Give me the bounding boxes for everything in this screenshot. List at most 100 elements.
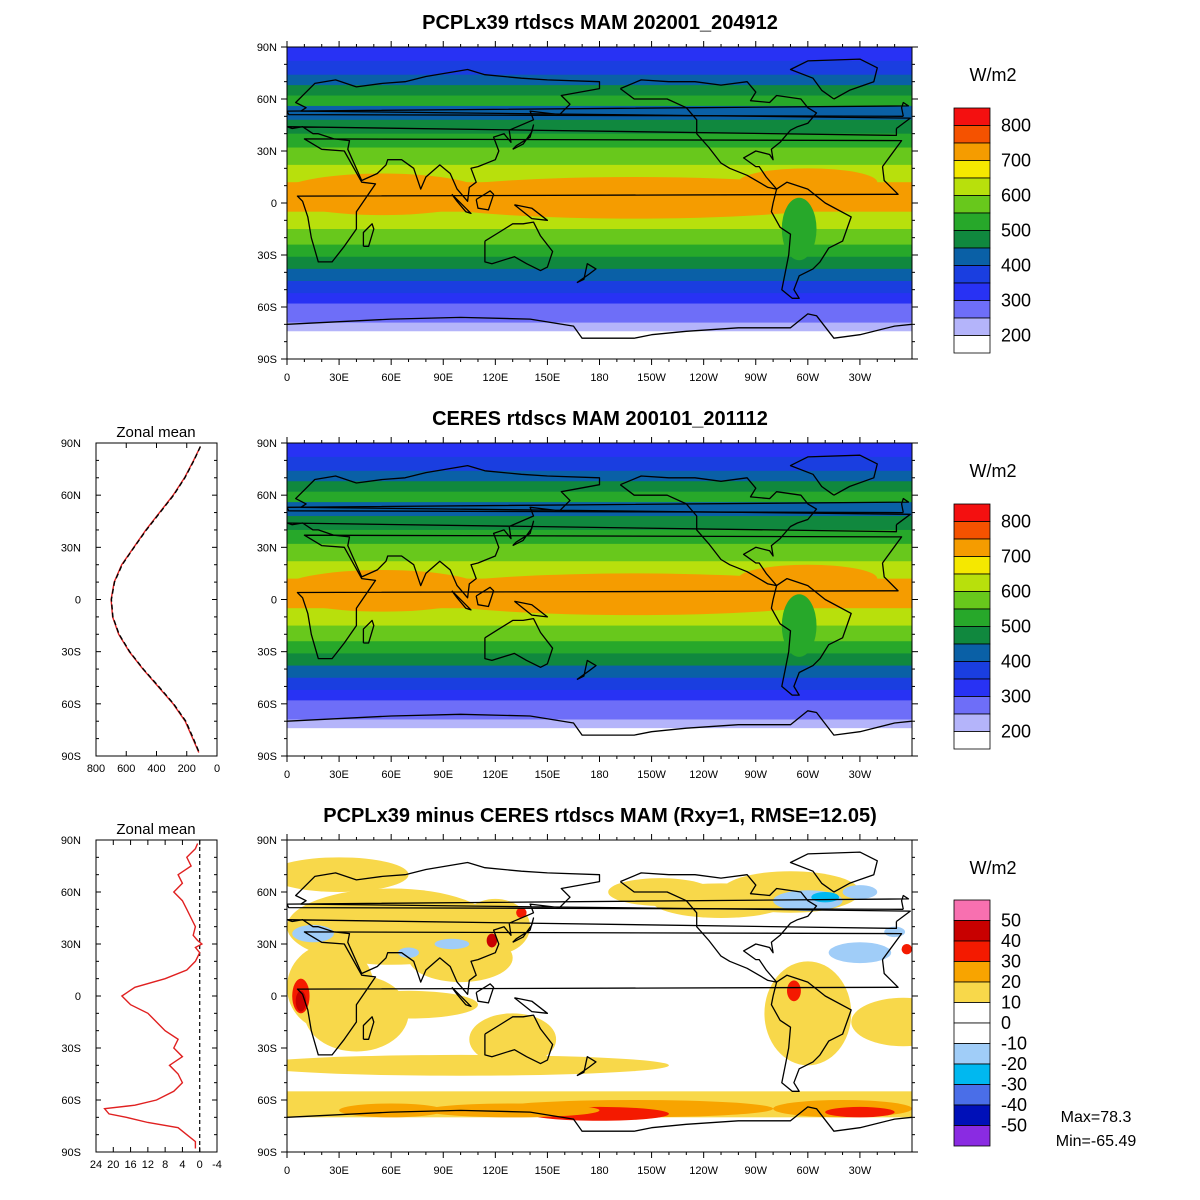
contour-band (287, 516, 912, 531)
diff-patch (339, 1103, 444, 1118)
x-tick-label: 120E (482, 372, 508, 384)
colorbar-label: -10 (1001, 1034, 1027, 1054)
coastline-namerica (619, 475, 818, 587)
x-tick-label: 60W (797, 372, 820, 384)
colorbar-label: 0 (1001, 1013, 1011, 1033)
diff-patch (425, 1103, 600, 1118)
zonal1-title: Zonal mean (116, 424, 195, 441)
colorbar-swatch (953, 195, 991, 214)
coastline-sumatra (451, 193, 472, 215)
x-tick-label: 60E (381, 372, 401, 384)
colorbar-swatch (953, 1043, 991, 1065)
colorbar-label: 800 (1001, 116, 1031, 136)
y-tick-label: 90S (257, 751, 277, 763)
coastline-antarctica (287, 1106, 912, 1132)
x-tick-label: 200 (178, 763, 196, 775)
contour-band (287, 47, 912, 62)
contour-band (287, 625, 912, 642)
x-tick-label: 150W (637, 1165, 666, 1177)
x-tick-label: 150E (535, 1165, 561, 1177)
y-tick-label: 0 (271, 198, 277, 210)
colorbar-swatch (953, 107, 991, 126)
x-tick-label: 90E (433, 1165, 453, 1177)
x-tick-label: 600 (117, 763, 135, 775)
y-tick-label: 60S (61, 1095, 81, 1107)
y-tick-label: 90S (257, 1147, 277, 1159)
contour-band (287, 689, 912, 701)
colorbar-label: 700 (1001, 547, 1031, 567)
x-tick-label: 120E (482, 1165, 508, 1177)
x-tick-label: 400 (147, 763, 165, 775)
x-tick-label: 150E (535, 372, 561, 384)
y-tick-label: 60N (61, 887, 81, 899)
x-tick-label: 12 (142, 1159, 154, 1171)
colorbar-label: -50 (1001, 1116, 1027, 1136)
colorbar-swatch (953, 247, 991, 266)
y-tick-label: 60S (257, 699, 277, 711)
colorbar-swatch (953, 713, 991, 732)
colorbar-swatch (953, 317, 991, 336)
contour-band (287, 85, 912, 97)
coastline-japan (512, 520, 535, 547)
colorbar-swatch (953, 661, 991, 680)
colorbar-label: 200 (1001, 722, 1031, 742)
contour-band (287, 331, 912, 359)
y-tick-label: 60N (61, 490, 81, 502)
x-tick-label: 0 (284, 1165, 290, 1177)
contour-band (287, 147, 912, 166)
x-tick-label: 30E (329, 769, 349, 781)
contour-band (287, 133, 912, 149)
colorbar-swatch (953, 125, 991, 144)
diff-patch (287, 1054, 669, 1076)
y-tick-label: 30N (61, 939, 81, 951)
x-tick-label: 30W (849, 769, 872, 781)
colorbar-swatch (953, 335, 991, 354)
x-tick-label: 60W (797, 769, 820, 781)
x-tick-label: 120W (689, 1165, 718, 1177)
colorbar-swatch (953, 521, 991, 540)
zonal-panel-abs: 90N 60N 30N 0 30S 60S 90S 800 600 400 200 0 (61, 438, 220, 775)
coastline-antarctica (287, 710, 912, 736)
coastline-australia (484, 221, 554, 272)
coastline-madagascar (362, 619, 375, 644)
x-tick-label: 0 (284, 372, 290, 384)
colorbar-obs: W/m2 800 700 600 500 400 300 200 (953, 461, 1031, 750)
contour-band (287, 719, 912, 729)
contour-band (287, 491, 912, 503)
colorbar-label: 300 (1001, 291, 1031, 311)
coastline-sumatra (451, 590, 472, 611)
colorbar-swatch (953, 981, 991, 1003)
x-tick-label: 60E (381, 769, 401, 781)
map-panel-obs: 0 30E 60E 90E 120E 150E 180 150W 120W 90W 60W 30W 90… (257, 437, 918, 781)
coastline-greenland (789, 454, 878, 496)
colorbar-swatch (953, 503, 991, 522)
colorbar-label: 600 (1001, 186, 1031, 206)
x-tick-label: 0 (284, 769, 290, 781)
colorbar-label: 300 (1001, 687, 1031, 707)
colorbar-swatch (953, 282, 991, 301)
y-tick-label: 60N (257, 887, 277, 899)
colorbar-swatch (953, 177, 991, 196)
x-tick-label: 60E (381, 1165, 401, 1177)
contour-band (287, 700, 912, 712)
y-tick-label: 90S (61, 1147, 81, 1159)
colorbar-swatch (953, 1063, 991, 1085)
x-tick-label: 8 (162, 1159, 168, 1171)
colorbar-swatch (953, 300, 991, 319)
coastline-japan (512, 124, 535, 150)
contour-band (287, 443, 912, 458)
y-tick-label: 30S (257, 1043, 277, 1055)
diff-patch (516, 907, 527, 918)
coastline-nz (576, 659, 597, 681)
coastline-newguinea (513, 204, 549, 221)
contour-band (287, 665, 912, 679)
stat-min: Min=-65.49 (1056, 1133, 1137, 1150)
colorbar-swatch (953, 696, 991, 715)
x-tick-label: 0 (214, 763, 220, 775)
contour-band (287, 313, 912, 324)
colorbar-swatch (953, 961, 991, 983)
contour-band (287, 653, 912, 667)
contour-band (287, 281, 912, 294)
